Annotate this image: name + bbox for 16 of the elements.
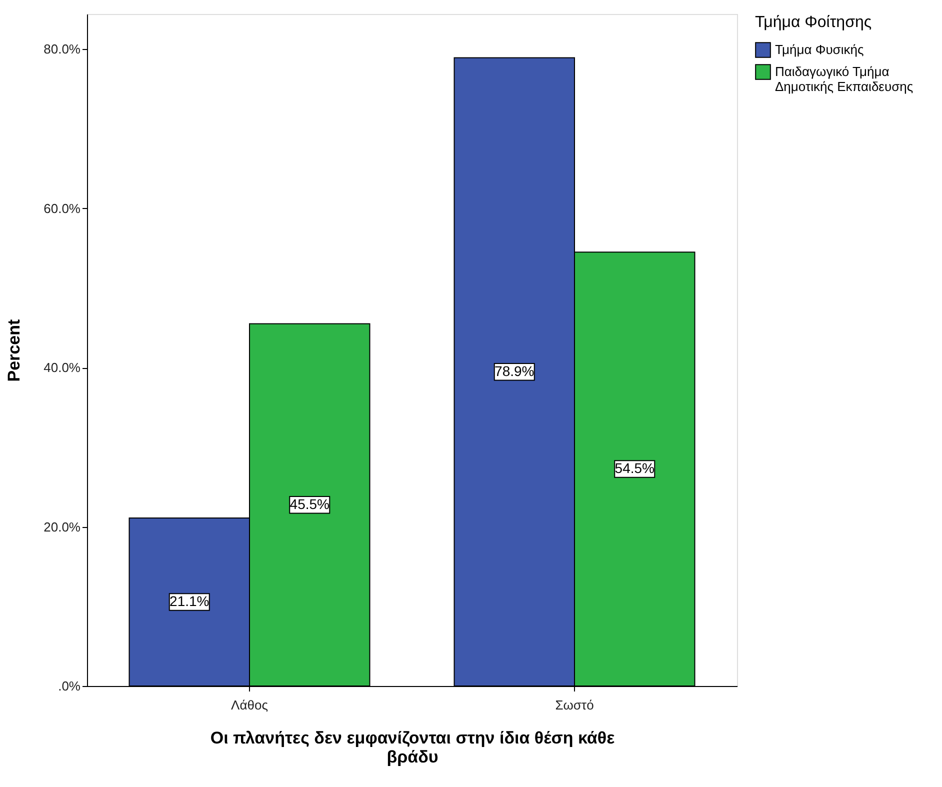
y-tick-label: 40.0%: [44, 360, 81, 376]
x-axis-title: Οι πλανήτες δεν εμφανίζονται στην ίδια θέση κάθε βράδυ: [210, 728, 615, 766]
data-label: 54.5%: [614, 460, 654, 476]
legend-label: Παιδαγωγικό Τμήμα Δημοτικής Εκπαιδευσης: [775, 64, 914, 94]
y-tick-label: 20.0%: [44, 519, 81, 534]
legend-label: Τμήμα Φυσικής: [775, 42, 864, 57]
x-tick-label: Λάθος: [231, 698, 268, 712]
y-axis-title: Percent: [4, 318, 24, 382]
data-label: 78.9%: [494, 362, 534, 379]
y-tick-label: .0%: [58, 678, 81, 694]
y-tick-label: 60.0%: [44, 200, 81, 216]
data-label: 45.5%: [290, 496, 330, 512]
legend-title: Τμήμα Φοίτησης: [755, 14, 872, 31]
y-tick-label: 80.0%: [44, 42, 81, 57]
data-label: 21.1%: [170, 593, 210, 609]
x-tick-label: Σωστό: [555, 698, 594, 712]
